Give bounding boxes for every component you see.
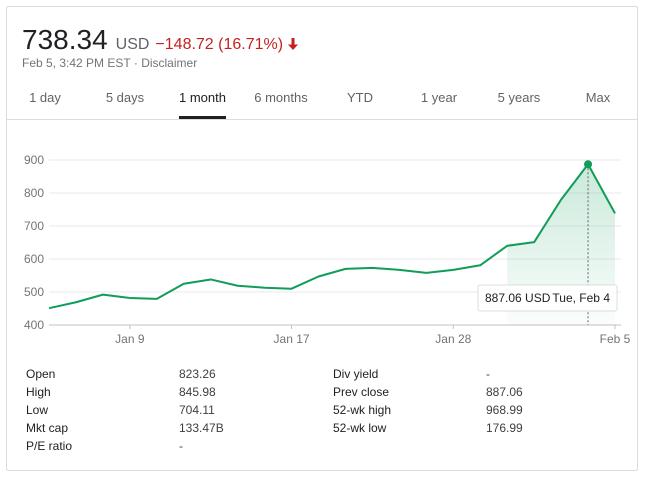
x-tick-label: Jan 9 — [115, 332, 145, 346]
tab-1-month[interactable]: 1 month — [179, 89, 226, 119]
stat-value: 845.98 — [179, 385, 216, 399]
price-chart[interactable]: 400 500 600 700 800 900 Jan 9 Jan 17 Jan 28 Feb … — [0, 120, 646, 350]
stat-value: 823.26 — [179, 367, 216, 381]
stat-label: Open — [26, 367, 56, 381]
tab-1-day[interactable]: 1 day — [29, 90, 61, 105]
tooltip-box — [477, 284, 618, 312]
tab-6-months[interactable]: 6 months — [254, 90, 308, 105]
stat-value: - — [486, 367, 490, 381]
stat-label: Div yield — [333, 367, 379, 381]
y-tick-label: 600 — [24, 252, 44, 266]
x-tick-label: Jan 28 — [435, 332, 471, 346]
disclaimer-link[interactable]: Disclaimer — [141, 56, 198, 70]
quote-timestamp-line: Feb 5, 3:42 PM EST · Disclaimer — [22, 56, 197, 70]
tab-1-year[interactable]: 1 year — [420, 90, 458, 105]
stat-value: 176.99 — [486, 421, 523, 435]
tab-5-years[interactable]: 5 years — [497, 90, 541, 105]
quote-header: 738.34 USD −148.72 (16.71%) — [22, 24, 299, 56]
separator-dot: · — [133, 56, 138, 70]
time-range-tabs: 1 day 5 days 1 month 6 months YTD 1 year… — [6, 80, 638, 120]
stat-value: 133.47B — [179, 421, 224, 435]
stat-label: Mkt cap — [26, 421, 69, 435]
y-tick-label: 500 — [24, 285, 44, 299]
tooltip-value: 887.06 USD — [485, 291, 551, 305]
stat-value: - — [179, 439, 183, 453]
x-tick-label: Jan 17 — [274, 332, 310, 346]
stat-label: P/E ratio — [26, 439, 73, 453]
stat-value: 704.11 — [179, 403, 215, 417]
tooltip-date: Tue, Feb 4 — [552, 291, 610, 305]
price-change: −148.72 (16.71%) — [155, 36, 284, 53]
stat-label: 52-wk low — [333, 421, 387, 435]
y-tick-label: 400 — [24, 318, 44, 332]
tab-ytd[interactable]: YTD — [347, 90, 373, 105]
stat-label: High — [26, 385, 51, 399]
stock-quote-card — [6, 6, 638, 471]
tab-max[interactable]: Max — [585, 90, 611, 105]
down-arrow-icon — [288, 37, 299, 50]
y-tick-label: 900 — [24, 153, 44, 167]
tooltip-point — [584, 160, 593, 169]
x-tick-label: Feb 5 — [600, 332, 631, 346]
quote-timestamp: Feb 5, 3:42 PM EST — [22, 56, 131, 70]
currency-label: USD — [115, 36, 150, 53]
stat-label: Low — [26, 403, 49, 417]
stat-value: 968.99 — [486, 403, 523, 417]
stat-value: 887.06 — [486, 385, 523, 399]
tab-5-days[interactable]: 5 days — [105, 90, 145, 105]
price-line — [48, 163, 616, 310]
y-tick-label: 800 — [24, 186, 44, 200]
current-price: 738.34 — [22, 24, 108, 55]
stat-label: 52-wk high — [333, 403, 392, 417]
stat-label: Prev close — [333, 385, 390, 399]
y-tick-label: 700 — [24, 219, 44, 233]
